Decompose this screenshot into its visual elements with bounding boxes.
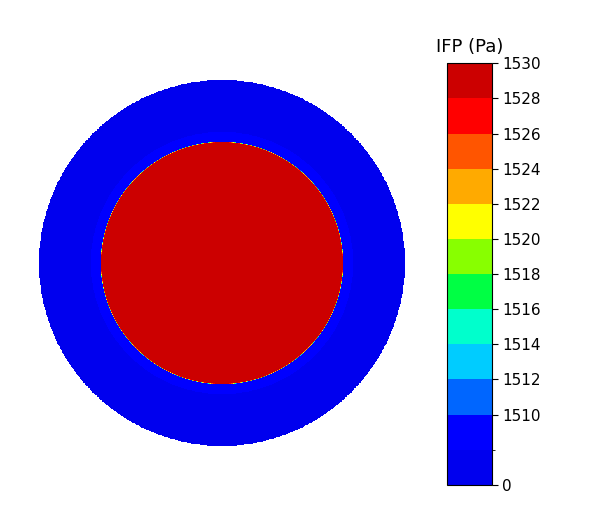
Title: IFP (Pa): IFP (Pa) <box>436 38 503 56</box>
